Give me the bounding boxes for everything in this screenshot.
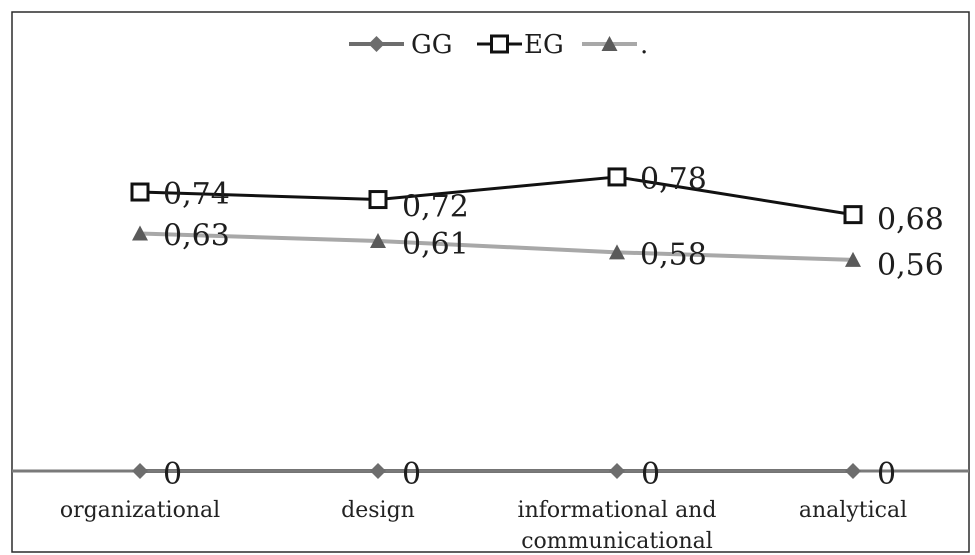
data-label-gg-1: 0 — [163, 457, 182, 492]
data-point-series-3-4 — [845, 251, 861, 267]
data-label-gg-3: 0 — [641, 457, 660, 492]
chart-frame — [11, 11, 970, 553]
data-label-series-3-3: 0,58 — [640, 237, 707, 272]
data-point-eg-4 — [843, 205, 863, 225]
data-point-gg-4 — [845, 463, 861, 479]
legend-marker-series-3 — [601, 36, 618, 51]
legend-item-series-3: . — [582, 30, 648, 60]
x-tick-labels: organizational design informational and com… — [60, 498, 907, 554]
legend-item-gg: GG — [349, 30, 453, 60]
data-label-series-3-1: 0,63 — [163, 218, 230, 253]
data-label-series-3-4: 0,56 — [877, 248, 944, 283]
data-label-eg-4: 0,68 — [877, 203, 944, 238]
data-label-eg-1: 0,74 — [163, 177, 230, 212]
series-line-eg — [139, 175, 854, 217]
data-label-gg-2: 0 — [402, 457, 421, 492]
data-point-gg-3 — [609, 463, 625, 479]
data-point-series-3-2 — [370, 233, 386, 249]
data-point-gg-2 — [370, 463, 386, 479]
legend-marker-eg — [490, 34, 509, 54]
data-label-layer: 0 0 0 0 0,74 0,72 0,78 0,68 0,63 0,61 0,58 0,56 — [163, 162, 944, 492]
series-line-series-3 — [139, 231, 854, 262]
data-label-gg-4: 0 — [877, 457, 896, 492]
data-point-series-3-1 — [132, 225, 148, 241]
legend-item-eg: EG — [477, 30, 564, 60]
data-label-eg-3: 0,78 — [640, 162, 707, 197]
legend-marker-gg — [368, 36, 385, 52]
legend-label-series-3: . — [640, 30, 648, 60]
x-tick-label-3: informational and communicational — [518, 498, 717, 554]
data-point-series-3-3 — [609, 244, 625, 260]
data-label-eg-2: 0,72 — [402, 190, 469, 225]
legend-label-gg: GG — [411, 30, 453, 60]
data-label-series-3-2: 0,61 — [402, 227, 469, 262]
data-point-eg-2 — [368, 190, 388, 210]
x-tick-label-2: design — [341, 498, 415, 523]
marker-layer — [130, 167, 863, 479]
data-point-gg-1 — [132, 463, 148, 479]
legend: GG EG. — [349, 30, 648, 60]
legend-label-eg: EG — [524, 30, 564, 60]
data-point-eg-3 — [607, 167, 627, 187]
x-tick-label-1: organizational — [60, 498, 220, 523]
data-point-eg-1 — [130, 182, 150, 202]
x-tick-label-4: analytical — [799, 498, 907, 523]
